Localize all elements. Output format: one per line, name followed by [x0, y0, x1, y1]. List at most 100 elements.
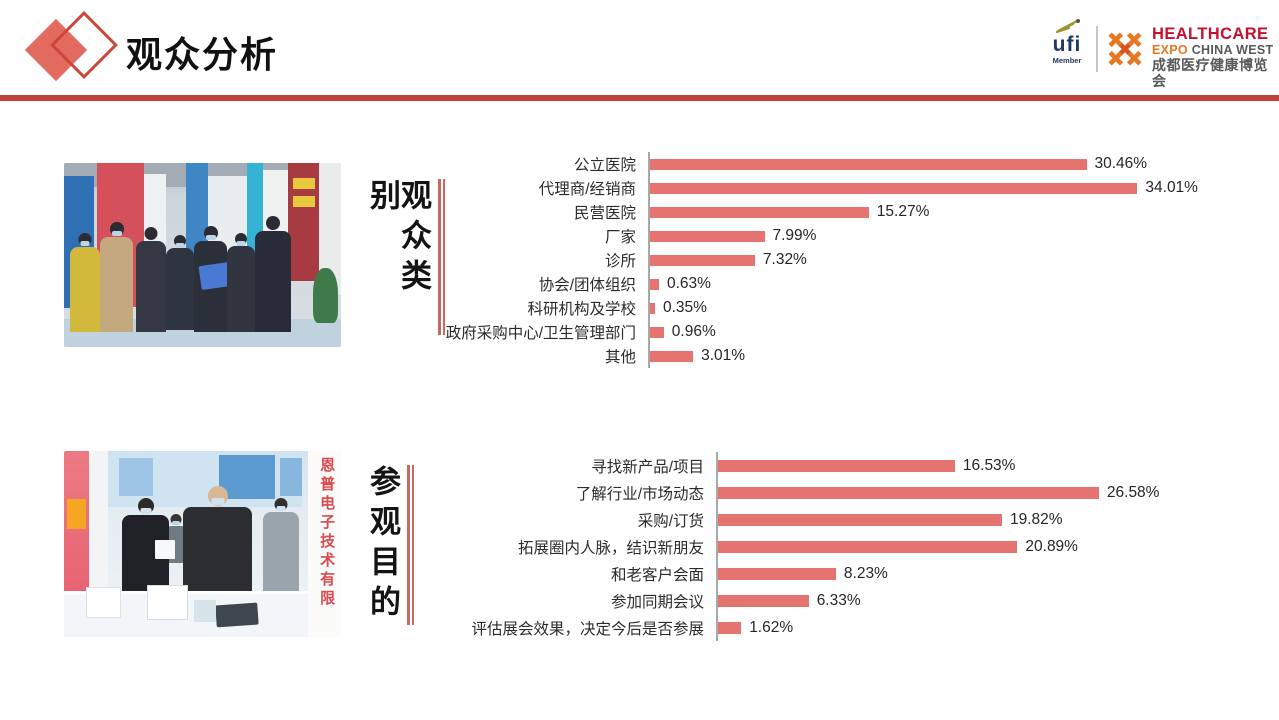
section-title-accent-lines — [438, 179, 445, 335]
header-accent-rule — [0, 95, 1279, 101]
chart-row: 民营医院 15.27% — [420, 200, 1265, 224]
bar — [718, 513, 1002, 526]
value-label: 0.63% — [667, 275, 711, 292]
chart-row: 科研机构及学校 0.35% — [420, 296, 1265, 320]
value-label: 0.96% — [671, 323, 716, 340]
person-silhouette — [69, 232, 100, 333]
value-label: 26.58% — [1106, 483, 1160, 501]
value-label: 3.01% — [701, 347, 746, 364]
expo-line1: HEALTHCARE — [1152, 25, 1269, 43]
category-label: 拓展圈内人脉，结识新朋友 — [517, 539, 704, 557]
booth-wall-right — [318, 163, 341, 296]
bar — [650, 182, 1138, 194]
poster — [219, 454, 275, 500]
chart-row: 参加同期会议 6.33% — [420, 587, 1265, 614]
category-label: 寻找新产品/项目 — [591, 458, 704, 476]
bar — [718, 540, 1018, 553]
bar — [650, 302, 655, 314]
category-label: 民营医院 — [573, 205, 636, 222]
bar — [650, 230, 765, 242]
booth-banner-text: 恩普电子技术有限 — [318, 456, 336, 609]
value-label: 16.53% — [962, 456, 1016, 474]
audience-types-photo — [64, 163, 341, 347]
banner-tag — [292, 177, 315, 189]
booth-column — [88, 451, 109, 600]
expo-line3: 成都医疗健康博览会 — [1152, 57, 1268, 90]
bar — [718, 594, 809, 607]
bar — [650, 278, 659, 290]
category-label: 协会/团体组织 — [538, 277, 636, 294]
category-label: 公立医院 — [573, 157, 636, 174]
category-label: 科研机构及学校 — [527, 301, 636, 318]
category-label: 评估展会效果，决定今后是否参展 — [471, 620, 704, 638]
expo-line2-orange: EXPO — [1152, 43, 1188, 58]
poster — [119, 458, 153, 496]
chart-row: 评估展会效果，决定今后是否参展 1.62% — [420, 614, 1265, 641]
bar — [718, 621, 742, 634]
expo-line2: EXPO CHINA WEST — [1152, 43, 1279, 57]
bar-cell: 8.23% — [716, 560, 1265, 587]
bar — [650, 206, 869, 218]
value-label: 7.99% — [772, 227, 817, 244]
page-title: 观众分析 — [126, 34, 279, 75]
ufi-wordmark: ufi — [1052, 33, 1082, 56]
product-box — [147, 584, 188, 621]
section-title-text: 参观目的 — [365, 465, 400, 625]
value-label: 20.89% — [1025, 537, 1078, 555]
value-label: 8.23% — [843, 564, 888, 582]
person-silhouette — [227, 232, 256, 333]
chart-row: 代理商/经销商 34.01% — [420, 176, 1265, 200]
category-label: 采购/订货 — [637, 512, 704, 530]
category-label: 和老客户会面 — [610, 566, 704, 584]
value-label: 19.82% — [1010, 510, 1063, 528]
bar-cell: 0.63% — [648, 272, 1265, 296]
bar-cell: 26.58% — [716, 479, 1265, 506]
value-label: 0.35% — [663, 299, 707, 316]
person-silhouette — [166, 234, 195, 331]
category-label: 诊所 — [604, 253, 636, 270]
chart-row: 政府采购中心/卫生管理部门 0.96% — [420, 320, 1265, 344]
product-box — [86, 586, 122, 619]
banner-tag — [292, 196, 315, 208]
visit-purpose-chart: 寻找新产品/项目 16.53% 了解行业/市场动态 26.58% 采购/订货 19.82%… — [420, 452, 1265, 641]
bar — [718, 486, 1099, 499]
product-box — [194, 599, 217, 623]
bar-cell: 0.96% — [648, 320, 1265, 344]
category-label: 参加同期会议 — [610, 593, 704, 611]
bar-cell: 20.89% — [716, 533, 1265, 560]
chart-row: 公立医院 30.46% — [420, 152, 1265, 176]
bar-cell: 7.32% — [648, 248, 1265, 272]
audience-type-chart: 公立医院 30.46% 代理商/经销商 34.01% 民营医院 15.27% 厂家 7.99%… — [420, 152, 1265, 368]
chart-row: 厂家 7.99% — [420, 224, 1265, 248]
person-silhouette — [100, 221, 134, 333]
bar-cell: 6.33% — [716, 587, 1265, 614]
product-tablet — [215, 602, 259, 628]
bar-cell: 34.01% — [648, 176, 1265, 200]
bar-cell: 0.35% — [648, 296, 1265, 320]
person-silhouette-man — [183, 486, 253, 598]
chart-row: 诊所 7.32% — [420, 248, 1265, 272]
bar-cell: 19.82% — [716, 506, 1265, 533]
value-label: 30.46% — [1094, 155, 1148, 172]
ufi-member-logo: ufi Member — [1042, 18, 1092, 65]
category-label: 代理商/经销商 — [538, 181, 636, 198]
section-title-audience-types: 观众类别 — [365, 179, 445, 335]
section-title-accent-lines — [407, 465, 414, 625]
slide-accent-diamond-logo — [24, 11, 122, 90]
bar — [650, 350, 694, 362]
person-silhouette — [136, 227, 167, 333]
bar-cell: 30.46% — [648, 152, 1265, 176]
bar — [718, 567, 836, 580]
bar-cell: 3.01% — [648, 344, 1265, 368]
bar — [718, 459, 955, 472]
visit-purpose-photo: 恩普电子技术有限 — [64, 451, 341, 637]
chart-row: 其他 3.01% — [420, 344, 1265, 368]
banner-orange-patch — [66, 499, 87, 530]
chart-row: 采购/订货 19.82% — [420, 506, 1265, 533]
ufi-member-label: Member — [1052, 56, 1082, 65]
chart-row: 和老客户会面 8.23% — [420, 560, 1265, 587]
logo-divider — [1096, 26, 1098, 72]
section-title-visit-purpose: 参观目的 — [365, 465, 414, 625]
bar-cell: 1.62% — [716, 614, 1265, 641]
